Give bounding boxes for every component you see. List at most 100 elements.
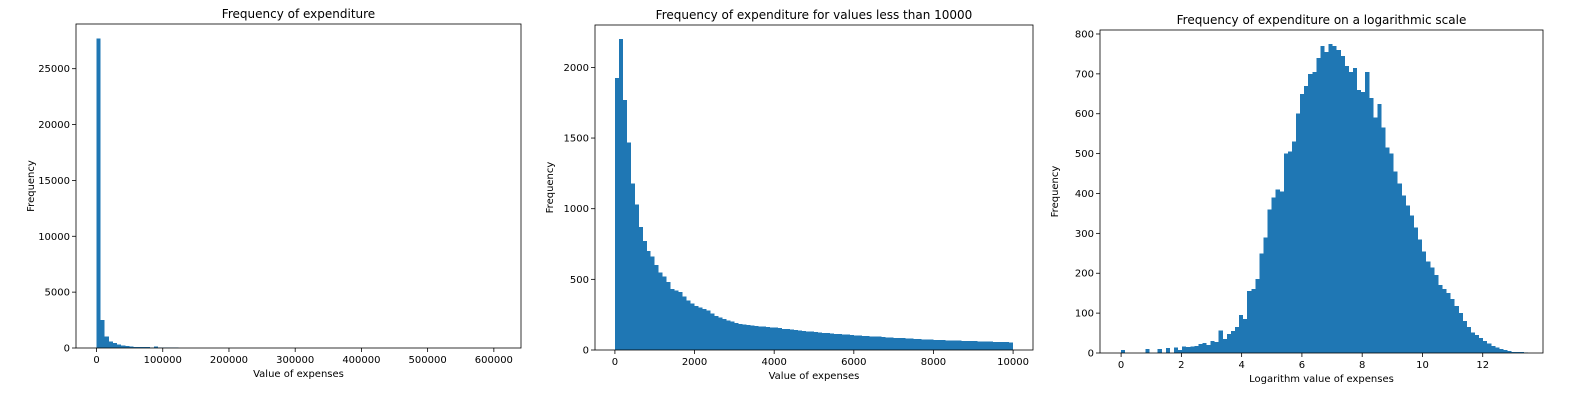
chart-3-bar	[1173, 347, 1179, 353]
chart-1-y-axis-label: Frequency	[26, 160, 37, 212]
chart-3-bar	[1218, 330, 1223, 353]
chart-1-bar	[100, 320, 105, 348]
chart-3-y-tick-label: 200	[1075, 269, 1094, 280]
chart-3-bar	[1507, 351, 1512, 353]
chart-1-x-tick-label: 600000	[475, 355, 513, 366]
chart-1-bar	[104, 336, 109, 348]
chart-2-bar	[790, 329, 795, 350]
chart-3-bar	[1483, 341, 1488, 353]
chart-3-bar	[1446, 293, 1451, 353]
chart-3-bar	[1291, 141, 1297, 353]
chart-2-bar	[630, 183, 635, 350]
chart-3-y-tick-label: 0	[1088, 349, 1094, 360]
chart-1-title: Frequency of expenditure	[222, 7, 375, 21]
chart-3-x-tick-label: 6	[1299, 360, 1305, 371]
chart-3-x-tick-label: 10	[1416, 360, 1429, 371]
chart-3-bar	[1357, 89, 1362, 353]
chart-3-bar	[1210, 341, 1215, 353]
chart-3-bar	[1422, 251, 1427, 353]
chart-2-bar	[806, 331, 811, 350]
chart-2-y-tick-label: 0	[583, 346, 589, 357]
chart-1-plot-frame	[75, 23, 522, 349]
chart-3-bar	[1145, 349, 1150, 353]
chart-2-bar	[702, 309, 707, 350]
chart-3-title: Frequency of expenditure on a logarithmi…	[1177, 13, 1467, 27]
chart-2-bar	[726, 320, 731, 350]
chart-2-bar	[782, 328, 787, 350]
chart-3-bar	[1393, 171, 1398, 353]
chart-1-y-tick-label: 10000	[38, 232, 70, 243]
chart-3-y-tick-label: 300	[1075, 229, 1094, 240]
chart-3-bar	[1235, 327, 1240, 353]
chart-3-bar	[1230, 331, 1236, 353]
chart-2-bar	[889, 337, 894, 350]
chart-2-bar	[877, 336, 882, 350]
chart-1-x-axis-label: Value of expenses	[253, 369, 344, 380]
chart-2-bar	[734, 323, 739, 350]
chart-2-bar	[1001, 342, 1006, 350]
chart-2-bar	[841, 334, 846, 350]
chart-3-bar	[1214, 342, 1219, 353]
chart-2-bar	[865, 336, 870, 350]
chart-1-y-tick-label: 0	[64, 344, 70, 355]
chart-3-bar	[1271, 197, 1276, 353]
chart-2-y-tick-label: 1500	[564, 134, 589, 145]
chart-2-bar	[750, 325, 755, 350]
chart-3-bar	[1312, 71, 1317, 354]
chart-2-bar	[845, 334, 850, 350]
chart-3-bar	[1336, 49, 1341, 354]
chart-1-x-tick-label: 0	[93, 355, 99, 366]
chart-3-bar	[1466, 327, 1471, 353]
chart-2-bar	[925, 339, 930, 350]
chart-2-title: Frequency of expenditure for values less…	[656, 8, 973, 22]
chart-3-bar	[1308, 73, 1313, 353]
chart-3-bar	[1511, 351, 1516, 353]
chart-2-bar	[650, 256, 655, 350]
chart-1-x-tick-label: 400000	[342, 355, 380, 366]
chart-2-bar	[670, 289, 675, 350]
chart-2-bar	[829, 333, 834, 350]
chart-2-bar	[853, 335, 858, 350]
chart-3-bar	[1450, 299, 1455, 353]
chart-2-bar	[881, 337, 886, 350]
chart-2-bar	[849, 335, 854, 350]
chart-3-bar	[1239, 315, 1244, 353]
chart-2-bar	[817, 332, 822, 350]
chart-3-bar	[1381, 127, 1386, 353]
chart-2-bar	[766, 327, 771, 350]
chart-1-bar	[108, 341, 113, 348]
chart-3-bar	[1352, 67, 1358, 353]
chart-1-bar	[137, 346, 142, 348]
chart-3-y-tick-label: 600	[1075, 109, 1094, 120]
chart-2-bar	[802, 330, 807, 350]
chart-2-bar	[774, 327, 779, 350]
chart-1-bar	[133, 346, 138, 348]
chart-2-x-tick-label: 0	[612, 357, 618, 368]
chart-2-bar	[981, 341, 986, 350]
chart-2-bar	[909, 338, 914, 350]
chart-3-y-tick-label: 100	[1075, 309, 1094, 320]
chart-3-bar	[1495, 347, 1500, 353]
chart-2-x-axis-label: Value of expenses	[769, 371, 860, 382]
chart-1-bar	[154, 346, 159, 348]
chart-3-bar	[1304, 85, 1309, 354]
chart-3-bar	[1255, 279, 1260, 353]
chart-3-bar	[1157, 349, 1162, 353]
chart-3-x-tick-label: 8	[1359, 360, 1365, 371]
chart-3-bar	[1470, 332, 1476, 353]
chart-1-bar	[96, 38, 101, 348]
chart-3-bar	[1340, 55, 1345, 354]
chart-2-bar	[718, 317, 723, 350]
chart-3-bar	[1316, 57, 1321, 354]
chart-2-bar	[929, 339, 934, 350]
chart-3-bar	[1434, 275, 1439, 353]
chart-2-bar	[885, 337, 890, 350]
chart-3-bar	[1328, 43, 1333, 354]
chart-2-bar	[969, 341, 974, 350]
chart-3-bar	[1194, 345, 1199, 353]
chart-2-bar	[662, 276, 667, 350]
chart-3-y-tick-label: 400	[1075, 189, 1094, 200]
chart-2-bar	[722, 318, 727, 350]
chart-2-bar	[798, 330, 803, 350]
chart-3-bar	[1385, 147, 1390, 353]
